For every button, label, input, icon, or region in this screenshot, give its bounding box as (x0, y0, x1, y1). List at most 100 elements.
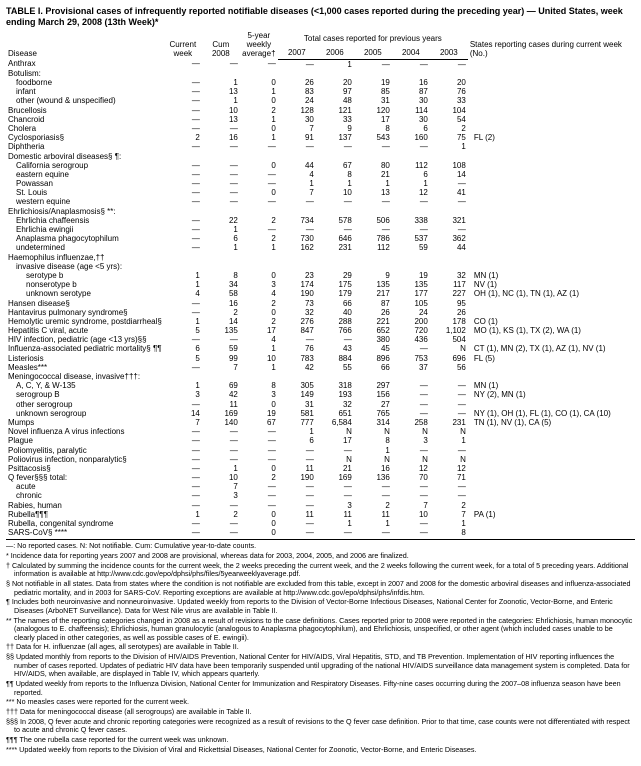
disease-cell: eastern equine (6, 170, 164, 179)
value-cell: 80 (354, 161, 392, 170)
value-cell: 231 (316, 243, 354, 252)
value-cell: — (164, 78, 202, 87)
value-cell: 19 (354, 78, 392, 87)
value-cell: — (202, 501, 240, 510)
value-cell: 1 (316, 59, 354, 69)
value-cell: 140 (202, 418, 240, 427)
disease-cell: Listeriosis (6, 354, 164, 363)
value-cell: 537 (392, 234, 430, 243)
value-cell (240, 253, 278, 262)
states-cell: MN (1) (468, 381, 635, 390)
value-cell: 10 (392, 510, 430, 519)
table-row: Listeriosis59910783884896753696FL (5) (6, 354, 635, 363)
disease-cell: unknown serogroup (6, 409, 164, 418)
value-cell: 17 (316, 436, 354, 445)
value-cell: 37 (392, 363, 430, 372)
table-row: chronic—3—————— (6, 491, 635, 500)
value-cell: — (164, 400, 202, 409)
value-cell: 9 (316, 124, 354, 133)
value-cell: — (278, 446, 316, 455)
value-cell: — (164, 455, 202, 464)
value-cell: 76 (278, 344, 316, 353)
value-cell: 59 (392, 243, 430, 252)
disease-cell: Rabies, human (6, 501, 164, 510)
value-cell: 0 (240, 464, 278, 473)
states-cell (468, 197, 635, 206)
value-cell: 7 (430, 510, 468, 519)
value-cell (202, 262, 240, 271)
value-cell: 7 (164, 418, 202, 427)
value-cell: 0 (240, 78, 278, 87)
value-cell: — (278, 501, 316, 510)
col-current-week: Current week (164, 30, 202, 60)
value-cell: 2 (202, 510, 240, 519)
states-cell (468, 142, 635, 151)
value-cell: 0 (240, 400, 278, 409)
value-cell: 190 (278, 289, 316, 298)
value-cell: 11 (278, 510, 316, 519)
value-cell (354, 69, 392, 78)
value-cell: 8 (240, 381, 278, 390)
states-cell (468, 528, 635, 537)
disease-cell: Psittacosis§ (6, 464, 164, 473)
value-cell: 314 (354, 418, 392, 427)
disease-cell: Haemophilus influenzae,†† (6, 253, 164, 262)
value-cell: 30 (392, 115, 430, 124)
value-cell: 4 (240, 289, 278, 298)
value-cell: 2 (430, 124, 468, 133)
disease-cell: unknown serotype (6, 289, 164, 298)
value-cell (430, 69, 468, 78)
value-cell: — (164, 243, 202, 252)
value-cell: 177 (392, 289, 430, 298)
value-cell: 169 (202, 409, 240, 418)
value-cell: 27 (354, 400, 392, 409)
table-row: Influenza-associated pediatric mortality… (6, 344, 635, 353)
value-cell: 41 (430, 188, 468, 197)
value-cell: 1 (240, 115, 278, 124)
value-cell: — (278, 491, 316, 500)
value-cell: 99 (202, 354, 240, 363)
value-cell: — (430, 197, 468, 206)
value-cell: 32 (278, 308, 316, 317)
value-cell: 44 (430, 243, 468, 252)
value-cell: 34 (202, 280, 240, 289)
value-cell: N (354, 427, 392, 436)
value-cell: 7 (278, 124, 316, 133)
value-cell: 1 (202, 464, 240, 473)
value-cell: 190 (278, 473, 316, 482)
value-cell (202, 152, 240, 161)
value-cell: 1 (202, 225, 240, 234)
disease-cell: Powassan (6, 179, 164, 188)
states-cell (468, 87, 635, 96)
value-cell: — (392, 519, 430, 528)
value-cell: 43 (316, 344, 354, 353)
col-disease: Disease (6, 30, 164, 60)
value-cell: 0 (240, 510, 278, 519)
value-cell: N (354, 455, 392, 464)
disease-cell: infant (6, 87, 164, 96)
states-cell (468, 446, 635, 455)
footnote-line: †† Data for H. influenzae (all ages, all… (6, 643, 635, 652)
value-cell: 3 (202, 491, 240, 500)
states-cell: FL (5) (468, 354, 635, 363)
value-cell (392, 372, 430, 381)
value-cell: 297 (354, 381, 392, 390)
value-cell: — (202, 188, 240, 197)
value-cell: 5 (164, 326, 202, 335)
value-cell: 2 (164, 133, 202, 142)
value-cell: — (278, 225, 316, 234)
value-cell: — (316, 142, 354, 151)
value-cell: 33 (316, 115, 354, 124)
value-cell: — (202, 179, 240, 188)
table-row: Ehrlichia ewingii—1—————— (6, 225, 635, 234)
value-cell: 7 (278, 188, 316, 197)
value-cell: 29 (316, 271, 354, 280)
value-cell: — (240, 455, 278, 464)
value-cell: — (392, 400, 430, 409)
value-cell: — (164, 115, 202, 124)
table-row: Psittacosis§—101121161212 (6, 464, 635, 473)
value-cell: 0 (240, 124, 278, 133)
value-cell: — (164, 96, 202, 105)
value-cell: 1 (164, 280, 202, 289)
value-cell (240, 372, 278, 381)
